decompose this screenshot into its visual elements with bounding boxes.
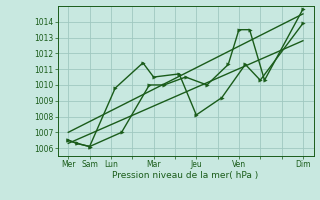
X-axis label: Pression niveau de la mer( hPa ): Pression niveau de la mer( hPa ): [112, 171, 259, 180]
